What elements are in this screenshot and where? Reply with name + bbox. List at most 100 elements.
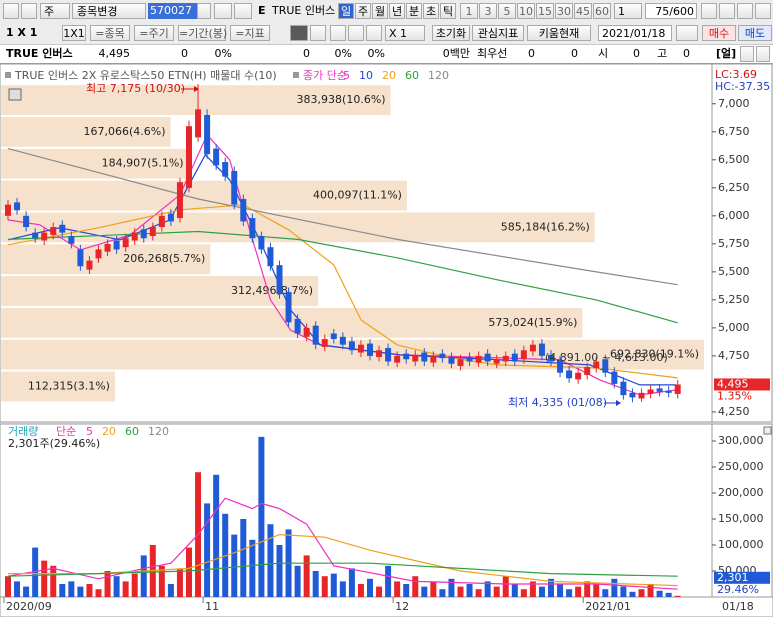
candle-body <box>32 232 39 239</box>
sort-dropdown[interactable]: 주 <box>40 3 70 19</box>
window-button[interactable] <box>740 46 754 62</box>
candle-body <box>267 247 274 267</box>
candle-body <box>520 350 527 360</box>
volume-bar <box>611 578 618 597</box>
x-end-label: 01/18 <box>722 600 754 613</box>
icon-button[interactable] <box>676 25 698 41</box>
candle-body <box>294 318 301 334</box>
action-button[interactable]: 키움현재 <box>527 25 591 41</box>
icon-button[interactable] <box>3 3 19 19</box>
icon-button[interactable] <box>234 3 252 19</box>
volume-bar <box>584 581 591 597</box>
interval-button[interactable]: 30 <box>555 3 573 19</box>
candle-body <box>629 392 636 398</box>
volume-bar <box>276 545 283 597</box>
legend-entry: 60 <box>125 425 139 438</box>
setting-button[interactable]: =종목 <box>90 25 130 41</box>
volume-bar <box>249 539 256 597</box>
stock-change[interactable]: 종목변경 <box>72 3 146 19</box>
action-button[interactable]: 초기화 <box>432 25 470 41</box>
candle-body <box>14 202 21 211</box>
info-cell: 최우선 <box>477 47 508 60</box>
moving-average <box>7 133 676 396</box>
icon-button[interactable] <box>701 3 717 19</box>
volume-bar <box>104 571 111 597</box>
unit-dropdown[interactable]: 1 <box>614 3 642 19</box>
interval-button[interactable]: 3 <box>479 3 497 19</box>
period-button[interactable]: 초 <box>423 3 439 19</box>
setting-button[interactable]: =주기 <box>134 25 174 41</box>
buy-button[interactable]: 매수 <box>702 25 736 41</box>
icon-button[interactable] <box>719 3 735 19</box>
candle-body <box>222 162 229 177</box>
volume-profile-label: 112,315(3.1%) <box>28 379 110 392</box>
period-button[interactable]: 주 <box>355 3 371 19</box>
icon-button[interactable] <box>755 3 771 19</box>
change-label: 1.35% <box>717 389 752 402</box>
interval-button[interactable]: 1 <box>460 3 478 19</box>
volume-bar <box>575 586 582 597</box>
code-dropdown[interactable] <box>197 3 211 19</box>
info-name: TRUE 인버스 <box>6 47 73 60</box>
next-button[interactable] <box>366 25 382 41</box>
period-button[interactable]: 년 <box>389 3 405 19</box>
setting-button[interactable]: =기간(봉) <box>178 25 228 41</box>
moving-average <box>7 497 678 590</box>
volume-bar <box>86 584 93 597</box>
period-button[interactable]: 월 <box>372 3 388 19</box>
sell-button[interactable]: 매도 <box>738 25 772 41</box>
volume-bar <box>321 576 328 597</box>
volume-bar <box>176 568 183 597</box>
window-button[interactable] <box>756 46 770 62</box>
volume-profile-label: 206,268(5.7%) <box>123 252 205 265</box>
x-axis <box>0 596 773 617</box>
legend-entry: 5 <box>343 69 350 82</box>
info-cell: 0 <box>528 47 535 60</box>
zoom-dropdown[interactable]: X 1 <box>385 25 425 41</box>
market-label: E <box>258 4 266 17</box>
volume-bar <box>439 589 446 597</box>
setting-button[interactable]: =지표 <box>230 25 270 41</box>
y-tick-label: 6,000 <box>718 209 750 222</box>
interval-button[interactable]: 5 <box>498 3 516 19</box>
code-input[interactable]: 570027 <box>148 3 198 19</box>
candle-body <box>620 381 627 396</box>
icon-button[interactable] <box>214 3 232 19</box>
icon-button[interactable] <box>737 3 753 19</box>
candle-body <box>430 355 437 363</box>
cross-button[interactable] <box>290 25 308 41</box>
icon-button[interactable] <box>21 3 37 19</box>
candle-body <box>493 359 500 364</box>
candle-body <box>674 384 681 394</box>
candle-body <box>104 243 111 252</box>
volume-bar <box>502 576 509 597</box>
volume-bar <box>330 573 337 597</box>
volume-bar <box>448 578 455 597</box>
candle-body <box>647 389 654 394</box>
y-tick-label: 100,000 <box>718 538 764 551</box>
volume-bar <box>484 581 491 597</box>
prev-button[interactable] <box>330 25 346 41</box>
interval-button[interactable]: 10 <box>517 3 535 19</box>
period-button[interactable]: 일 <box>338 3 354 19</box>
interval-button[interactable]: 15 <box>536 3 554 19</box>
period-button[interactable]: 틱 <box>440 3 456 19</box>
candle-body <box>557 360 564 373</box>
layout-button[interactable]: 1X1 <box>62 25 86 41</box>
candle-body <box>176 182 183 219</box>
percent-button[interactable] <box>310 25 326 41</box>
candle-body <box>5 204 11 216</box>
pause-button[interactable] <box>348 25 364 41</box>
period-button[interactable]: 분 <box>406 3 422 19</box>
candle-body <box>240 199 247 222</box>
interval-button[interactable]: 45 <box>574 3 592 19</box>
toolbar: 주 종목변경 570027 E TRUE 인버스 일 주 월 년 분 초 틱 1 3 5 10 15 30 45 60… <box>0 0 773 23</box>
interval-button[interactable]: 60 <box>593 3 611 19</box>
volume-bar <box>131 573 138 597</box>
action-button[interactable]: 관심지표 <box>472 25 524 41</box>
volume-bar <box>665 592 672 597</box>
volume-profile-bar <box>1 148 189 179</box>
volume-profile-bar <box>1 116 171 147</box>
candle-body <box>122 238 129 248</box>
volume-profile-bar <box>1 180 407 211</box>
